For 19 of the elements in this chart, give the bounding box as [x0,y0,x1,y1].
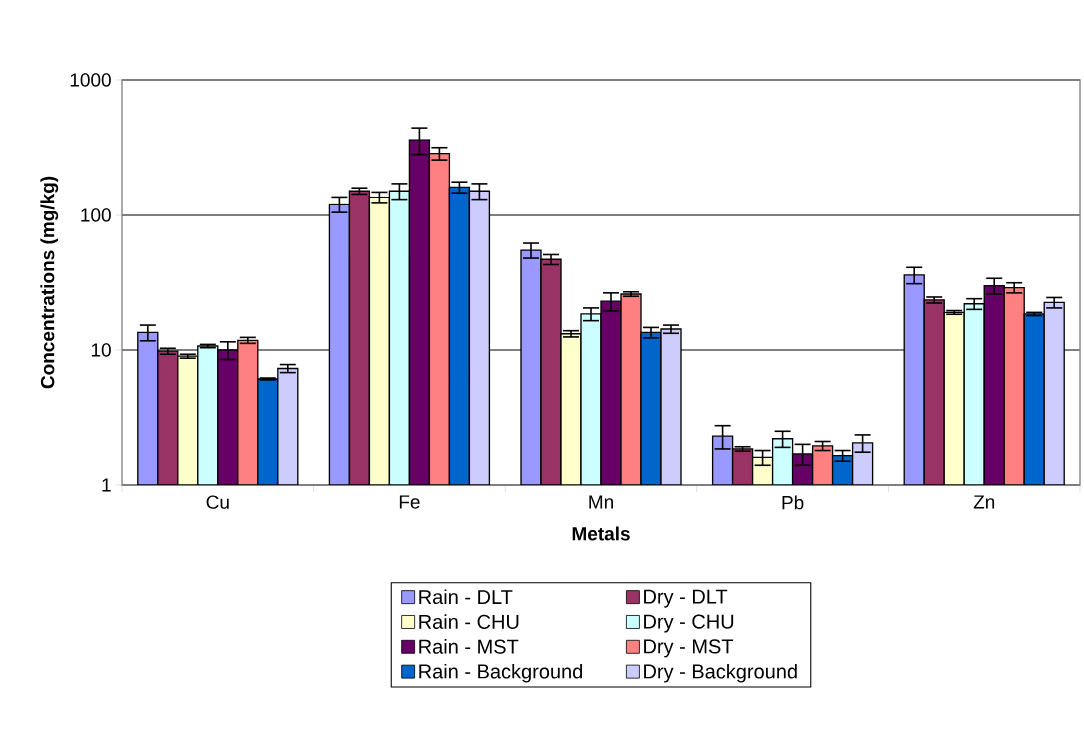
y-tick-label: 100 [81,208,111,222]
legend-label: Rain - Background [419,663,583,683]
x-axis-title: Metals [572,526,630,541]
legend-label: Rain - MST [419,639,519,654]
x-tick-label: Mn [589,495,613,509]
x-tick-label: Fe [399,495,420,509]
y-axis-title: Concentrations (mg/kg) [40,176,59,389]
y-tick-label: 10 [91,343,111,357]
x-tick-label: Zn [973,495,995,509]
x-tick-label: Cu [206,495,229,509]
legend-label: Dry - Background [644,663,797,683]
legend-label: Dry - CHU [644,614,734,633]
x-tick-label: Pb [782,495,804,510]
legend-label: Rain - CHU [419,614,519,629]
legend-label: Dry - DLT [644,589,728,608]
y-tick-label: 1 [102,478,111,492]
y-tick-label: 1000 [70,73,111,87]
legend-label: Rain - DLT [419,589,513,605]
legend-label: Dry - MST [644,639,734,658]
